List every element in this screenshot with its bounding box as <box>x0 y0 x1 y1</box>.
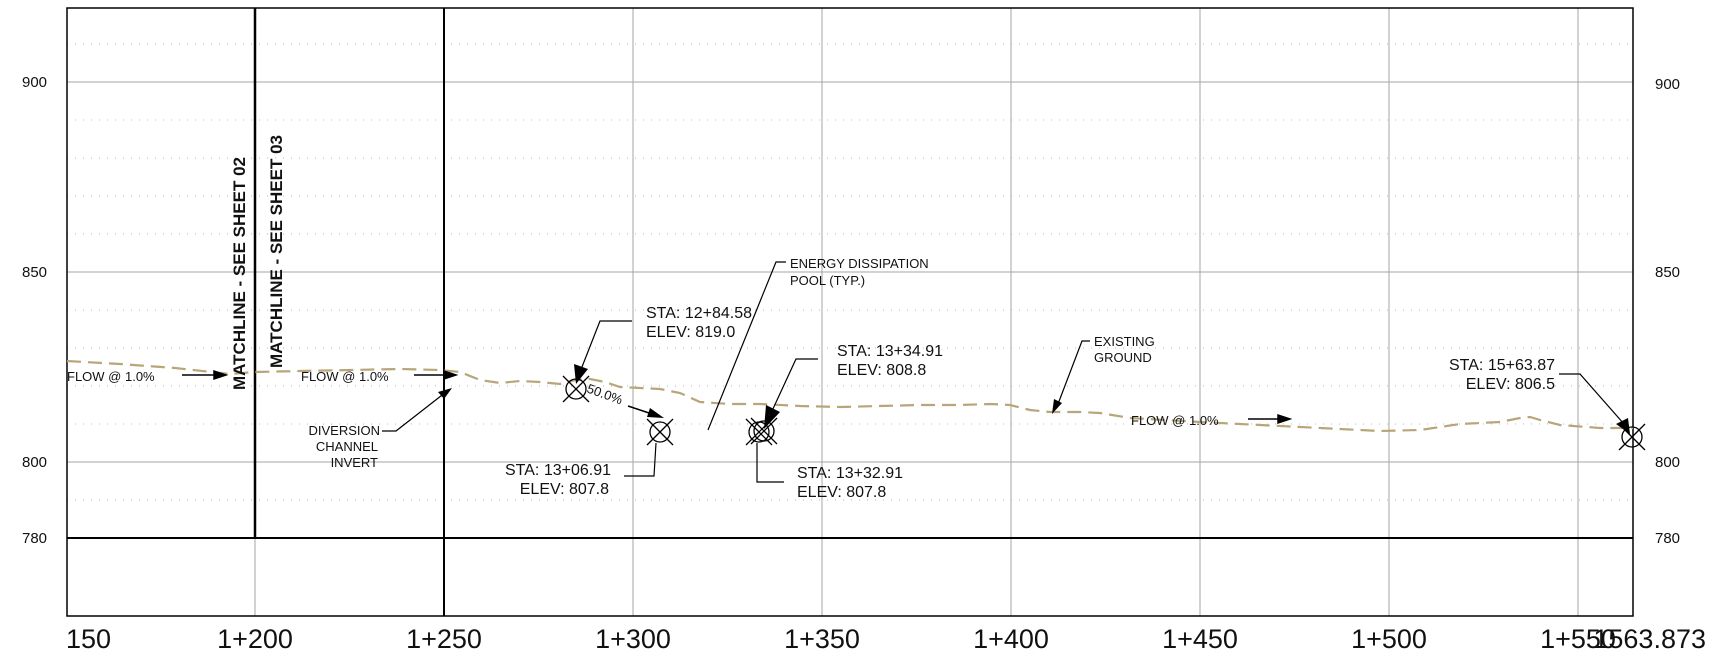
station-label: 1+450 <box>1162 624 1238 654</box>
flow-label: FLOW @ 1.0% <box>301 369 389 384</box>
sta-label: STA: 13+34.91 <box>837 343 943 360</box>
elev-label-right: 850 <box>1655 264 1680 281</box>
existing-ground-callout: EXISTING GROUND <box>1094 334 1155 365</box>
matchline-label: MATCHLINE - SEE SHEET 02 <box>230 157 249 390</box>
diversion-callout: DIVERSION CHANNEL INVERT <box>308 423 380 470</box>
elev-label: ELEV: 807.8 <box>797 484 886 501</box>
matchline-label: MATCHLINE - SEE SHEET 03 <box>267 135 286 368</box>
energy-pool-callout: ENERGY DISSIPATION POOL (TYP.) <box>790 256 929 288</box>
diversion-leader <box>382 391 447 432</box>
existing-ground-line <box>66 359 1633 433</box>
elevation-axis-left: 900 850 800 780 <box>22 74 47 547</box>
point-arrowhead <box>764 405 780 429</box>
energy-pool-leader <box>707 261 786 431</box>
point-leader <box>579 320 632 373</box>
existing-ground-label: EXISTING <box>1094 334 1155 349</box>
elev-label-left: 900 <box>22 74 47 91</box>
point-leader <box>771 358 818 412</box>
sta-label: STA: 13+32.91 <box>797 465 903 482</box>
major-grid-vertical <box>254 8 1579 616</box>
sta-label: STA: 12+84.58 <box>646 305 752 322</box>
station-axis: 150 1+200 1+250 1+300 1+350 1+400 1+450 … <box>66 624 1706 654</box>
elev-label: ELEV: 819.0 <box>646 324 735 341</box>
major-grid-horizontal <box>67 81 1633 463</box>
diversion-label: CHANNEL <box>316 439 378 454</box>
flow-label: FLOW @ 1.0% <box>67 369 155 384</box>
elev-label: ELEV: 808.8 <box>837 362 926 379</box>
point-leader <box>1559 373 1625 425</box>
point-symbol <box>646 418 674 446</box>
station-label: 1+400 <box>973 624 1049 654</box>
sta-label: STA: 13+06.91 <box>505 462 611 479</box>
diversion-label: INVERT <box>331 455 378 470</box>
elev-label-right: 800 <box>1655 454 1680 471</box>
point-arrowhead <box>574 364 588 384</box>
slope-arrowhead <box>647 408 664 418</box>
diversion-arrowhead <box>438 388 452 399</box>
sta-label: STA: 15+63.87 <box>1449 357 1555 374</box>
diversion-label: DIVERSION <box>308 423 380 438</box>
elev-label-left: 780 <box>22 530 47 547</box>
flow-annotations: FLOW @ 1.0% FLOW @ 1.0% FLOW @ 1.0% <box>67 369 1219 428</box>
point-symbol <box>750 417 778 445</box>
station-label: 150 <box>66 624 111 654</box>
point-arrowhead <box>1616 418 1630 434</box>
station-label: 1+500 <box>1351 624 1427 654</box>
energy-pool-label: ENERGY DISSIPATION <box>790 256 929 271</box>
station-label: 1+300 <box>595 624 671 654</box>
station-label: 1+350 <box>784 624 860 654</box>
slope-arrow-shaft <box>627 405 653 415</box>
point-leader <box>624 442 657 477</box>
point-callout: STA: 12+84.58 ELEV: 819.0 <box>646 305 752 341</box>
elev-label-left: 800 <box>22 454 47 471</box>
elev-label-right: 900 <box>1655 76 1680 93</box>
existing-ground-leader <box>1057 340 1090 405</box>
point-leader <box>756 443 784 483</box>
elev-label: ELEV: 806.5 <box>1466 376 1555 393</box>
existing-ground-arrowhead <box>1052 399 1062 414</box>
station-label-end: 1563.873 <box>1593 624 1706 654</box>
point-callout: STA: 13+34.91 ELEV: 808.8 <box>837 343 943 379</box>
flow-label: FLOW @ 1.0% <box>1131 413 1219 428</box>
elev-label-left: 850 <box>22 264 47 281</box>
station-label: 1+250 <box>406 624 482 654</box>
elev-label-right: 780 <box>1655 530 1680 547</box>
point-callout: STA: 15+63.87 ELEV: 806.5 <box>1449 357 1555 393</box>
point-callout: STA: 13+06.91 ELEV: 807.8 <box>505 462 611 498</box>
profile-frame <box>66 7 1634 617</box>
flow-arrows <box>182 369 1293 425</box>
minor-grid <box>67 43 1633 501</box>
station-label: 1+550 <box>1540 624 1616 654</box>
elevation-axis-right: 900 850 800 780 <box>1655 76 1680 547</box>
elev-label: ELEV: 807.8 <box>520 481 609 498</box>
point-callout: STA: 13+32.91 ELEV: 807.8 <box>797 465 903 501</box>
existing-ground-label: GROUND <box>1094 350 1152 365</box>
energy-pool-label: POOL (TYP.) <box>790 273 865 288</box>
station-label: 1+200 <box>217 624 293 654</box>
